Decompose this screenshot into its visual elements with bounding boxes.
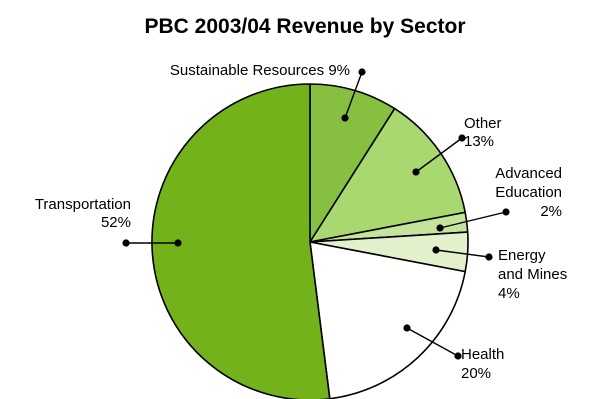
chart-title: PBC 2003/04 Revenue by Sector (145, 15, 466, 38)
leader-line-other (415, 137, 463, 173)
leader-dot-sustainable-resources-9-outer (358, 68, 366, 76)
leader-line-health (406, 327, 459, 357)
leader-dot-health-outer (454, 352, 462, 360)
leader-dot-other-outer (458, 134, 466, 142)
pie-slice-transportation (151, 83, 331, 399)
leader-dot-advanced-inner (436, 224, 444, 232)
leader-dot-energy-inner (432, 246, 440, 254)
slice-label-other: Other 13% (464, 115, 502, 150)
leader-line-advanced (439, 211, 507, 229)
pie-slices (151, 83, 469, 399)
slice-label-advanced: Advanced Education 2% (495, 165, 562, 220)
leader-lines (122, 68, 510, 360)
leader-dot-transportation-outer (122, 239, 130, 247)
leader-dot-advanced-outer (502, 208, 510, 216)
slice-label-health: Health 20% (461, 346, 504, 382)
slice-label-sustainable-resources-9: Sustainable Resources 9% (170, 62, 350, 79)
slice-label-energy: Energy and Mines 4% (498, 247, 567, 302)
pie-slice-sustainable-resources-9 (309, 83, 396, 243)
leader-line-sustainable-resources-9 (344, 71, 363, 119)
leader-dot-transportation-inner (174, 239, 182, 247)
slice-label-transportation: Transportation 52% (35, 196, 131, 231)
leader-dot-health-inner (403, 324, 411, 332)
leader-dot-energy-outer (485, 253, 493, 261)
pie-slice-health (309, 241, 466, 399)
slice-labels: Sustainable Resources 9% Other 13% Advanced… (35, 62, 567, 382)
leader-line-energy (435, 249, 490, 258)
leader-dot-other-inner (412, 168, 420, 176)
leader-dot-sustainable-resources-9-inner (341, 114, 349, 122)
